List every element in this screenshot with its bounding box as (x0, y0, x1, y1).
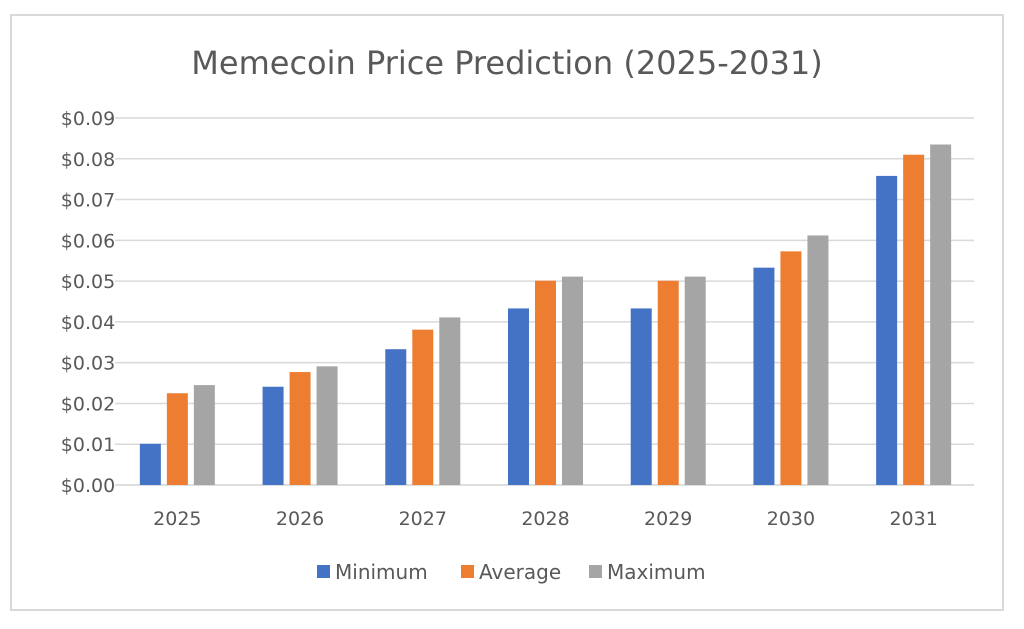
grid-layer (115, 117, 974, 486)
bar-minimum-2028 (508, 308, 529, 485)
y-tick-label: $0.07 (61, 190, 115, 212)
y-axis: $0.00 $0.01 $0.02 $0.03 $0.04 $0.05 $0.06 $0.07… (61, 108, 115, 497)
y-tick-label: $0.04 (61, 312, 115, 334)
bar-average-2030 (780, 251, 802, 485)
chart-frame (10, 14, 1004, 611)
x-tick-label: 2025 (153, 508, 201, 530)
bar-minimum-2025 (139, 443, 161, 485)
bar-minimum-2030 (753, 267, 775, 485)
bar-maximum-2026 (316, 366, 338, 485)
bar-minimum-2029 (630, 308, 652, 485)
y-tick-label: $0.05 (61, 271, 115, 293)
bar-average-2026 (289, 372, 311, 485)
x-axis: 2025 2026 2027 2028 2029 2030 2031 (153, 508, 938, 530)
x-tick-label: 2028 (521, 508, 569, 530)
y-tick-label: $0.02 (61, 393, 115, 415)
bar-average-2029 (657, 280, 679, 485)
bar-maximum-2030 (807, 235, 829, 485)
legend-label-minimum: Minimum (335, 560, 428, 584)
bar-minimum-2027 (385, 349, 407, 485)
bar-maximum-2028 (562, 276, 583, 485)
bar-maximum-2031 (930, 144, 952, 485)
x-tick-label: 2030 (767, 508, 815, 530)
legend-swatch-maximum (589, 565, 602, 578)
y-tick-label: $0.03 (61, 353, 115, 375)
bar-maximum-2029 (684, 276, 706, 485)
bar-average-2025 (166, 393, 188, 485)
bar-minimum-2026 (262, 386, 284, 485)
legend-label-average: Average (479, 560, 561, 584)
y-tick-label: $0.09 (61, 108, 115, 130)
bar-minimum-2031 (876, 175, 898, 485)
legend: Minimum Average Maximum (317, 560, 706, 584)
bars (139, 144, 952, 485)
x-tick-label: 2026 (276, 508, 324, 530)
y-tick-label: $0.00 (61, 475, 115, 497)
x-tick-label: 2029 (644, 508, 692, 530)
legend-swatch-average (461, 565, 474, 578)
bar-average-2027 (412, 329, 434, 485)
legend-label-maximum: Maximum (607, 560, 706, 584)
chart-title: Memecoin Price Prediction (2025-2031) (191, 44, 822, 82)
legend-swatch-minimum (317, 565, 330, 578)
bar-average-2028 (535, 280, 556, 485)
bar-maximum-2027 (439, 317, 461, 485)
y-tick-label: $0.08 (61, 149, 115, 171)
bar-average-2031 (903, 154, 925, 485)
y-tick-label: $0.01 (61, 434, 115, 456)
x-tick-label: 2027 (399, 508, 447, 530)
bar-maximum-2025 (193, 385, 215, 485)
x-tick-label: 2031 (889, 508, 937, 530)
y-tick-label: $0.06 (61, 230, 115, 252)
